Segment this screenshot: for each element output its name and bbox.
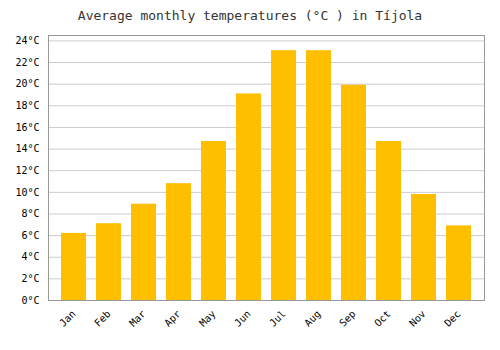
svg-text:Mar: Mar [127, 308, 148, 329]
svg-text:20°C: 20°C [15, 78, 39, 89]
svg-text:Feb: Feb [92, 308, 113, 329]
svg-text:14°C: 14°C [15, 143, 39, 154]
svg-text:Jun: Jun [232, 308, 253, 329]
html-text:Average monthly temperatures (: Average monthly temperatures (°C ) in Tí… [77, 8, 423, 23]
svg-text:Nov: Nov [407, 308, 428, 329]
svg-text:12°C: 12°C [15, 165, 39, 176]
svg-text:Jan: Jan [57, 308, 78, 329]
svg-text:Oct: Oct [372, 308, 393, 329]
svg-text:16°C: 16°C [15, 122, 39, 133]
svg-text:18°C: 18°C [15, 100, 39, 111]
svg-text:22°C: 22°C [15, 57, 39, 68]
svg-text:2°C: 2°C [21, 273, 39, 284]
svg-text:4°C: 4°C [21, 251, 39, 262]
svg-text:10°C: 10°C [15, 187, 39, 198]
svg-text:May: May [197, 308, 218, 329]
svg-text:6°C: 6°C [21, 230, 39, 241]
svg-text:8°C: 8°C [21, 208, 39, 219]
svg-text:Dec: Dec [442, 308, 463, 329]
svg-text:Aug: Aug [302, 308, 323, 329]
svg-text:Sep: Sep [337, 308, 358, 329]
svg-text:Apr: Apr [162, 308, 183, 329]
svg-text:0°C: 0°C [21, 295, 39, 306]
svg-text:24°C: 24°C [15, 35, 39, 46]
svg-text:Jul: Jul [267, 308, 288, 329]
